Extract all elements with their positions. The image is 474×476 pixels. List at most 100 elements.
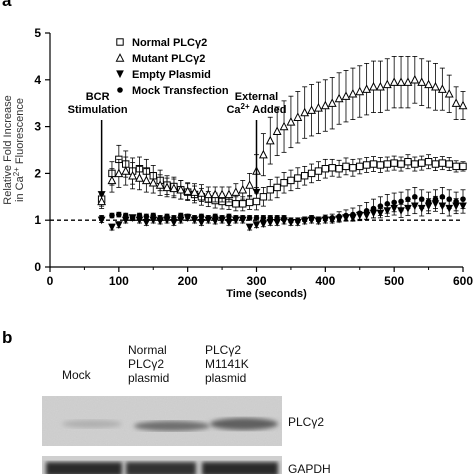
- data-point-series-1: [452, 162, 460, 171]
- lane-label-normal: Normal PLCγ2 plasmid: [128, 343, 169, 385]
- data-point-series-1: [397, 160, 405, 168]
- data-point-series-2: [141, 175, 151, 185]
- data-point-series-1: [445, 160, 453, 168]
- x-tick-label: 400: [315, 274, 335, 288]
- data-point-series-4: [460, 196, 466, 202]
- data-point-series-4: [301, 216, 308, 223]
- data-point-series-4: [150, 212, 157, 219]
- data-point-series-2: [396, 77, 406, 86]
- data-point-series-4: [98, 215, 105, 221]
- data-point-series-2: [176, 184, 186, 194]
- data-point-series-1: [349, 164, 357, 172]
- y-axis-label-sup: 2+: [12, 167, 21, 176]
- data-point-series-4: [143, 213, 150, 220]
- data-point-series-1: [356, 162, 364, 171]
- annotation-text-part: Ca: [226, 104, 241, 116]
- data-point-series-4: [391, 199, 397, 206]
- data-point-series-1: [342, 162, 350, 171]
- data-point-series-2: [437, 84, 447, 93]
- data-point-series-4: [425, 198, 432, 205]
- x-tick-label: 500: [384, 274, 404, 288]
- y-tick-label: 3: [34, 120, 41, 134]
- data-point-series-4: [418, 196, 425, 202]
- data-point-series-1: [314, 167, 323, 175]
- data-point-series-2: [348, 88, 358, 98]
- data-point-series-2: [169, 183, 179, 193]
- data-point-series-2: [314, 102, 323, 112]
- data-point-series-4: [274, 215, 280, 221]
- data-point-series-1: [321, 165, 330, 173]
- data-point-series-2: [431, 81, 440, 91]
- data-point-series-3: [225, 218, 233, 227]
- panel-a-label: a: [2, 0, 12, 10]
- data-point-series-4: [343, 212, 349, 219]
- data-point-series-4: [253, 215, 260, 221]
- data-point-series-4: [198, 213, 205, 220]
- lane-label-mutant: PLCγ2 M1141K plasmid: [205, 343, 249, 385]
- data-point-series-3: [259, 220, 268, 229]
- x-tick-label: 300: [246, 274, 266, 288]
- annotation-text: BCR: [86, 91, 110, 103]
- data-point-series-2: [355, 86, 365, 96]
- data-point-series-2: [458, 100, 468, 110]
- data-point-series-4: [336, 213, 342, 220]
- lane-label-line: M1141K: [205, 357, 249, 371]
- annotation-arrow-head: [97, 191, 106, 199]
- data-point-series-2: [155, 180, 165, 189]
- data-point-series-2: [197, 188, 206, 197]
- data-point-series-2: [238, 184, 248, 194]
- data-point-series-4: [315, 216, 322, 223]
- y-axis-label-line: Fluorescence: [14, 98, 26, 167]
- data-point-series-4: [439, 194, 446, 200]
- y-axis-label-line: in Ca: [14, 175, 26, 202]
- data-point-series-2: [245, 180, 255, 189]
- data-point-series-1: [411, 160, 419, 168]
- data-point-series-2: [135, 173, 144, 182]
- data-point-series-4: [116, 211, 122, 218]
- data-point-series-2: [231, 187, 241, 196]
- lane-label-line: Mock: [62, 368, 91, 382]
- data-point-series-4: [212, 213, 218, 220]
- annotation-text: External: [235, 91, 278, 103]
- data-point-series-2: [148, 177, 158, 187]
- annotation-arrow-head: [252, 188, 261, 196]
- annotation-text: Stimulation: [68, 104, 128, 116]
- data-point-series-3: [114, 221, 123, 229]
- legend-marker-series-1: [116, 38, 124, 46]
- data-point-series-1: [280, 179, 288, 187]
- data-point-series-3: [142, 218, 151, 227]
- lane-label-line: PLCγ2: [205, 343, 242, 357]
- band-label-plcg2: PLCγ2: [288, 415, 325, 429]
- data-point-series-4: [350, 211, 356, 218]
- data-point-series-4: [122, 212, 129, 219]
- data-point-series-1: [390, 159, 398, 167]
- data-point-series-1: [273, 183, 281, 192]
- legend-label-series-4: Mock Transfection: [132, 85, 229, 97]
- data-point-series-1: [232, 200, 240, 208]
- data-point-series-2: [128, 170, 138, 180]
- band-label-gapdh: GAPDH: [288, 462, 331, 476]
- lane-label-mock: Mock: [62, 368, 91, 382]
- gapdh-blot-strip: [42, 456, 282, 474]
- data-point-series-4: [246, 215, 253, 221]
- data-point-series-1: [300, 172, 309, 180]
- data-point-series-4: [356, 210, 363, 216]
- y-tick-label: 1: [34, 213, 41, 227]
- data-point-series-1: [307, 169, 316, 178]
- data-point-series-4: [281, 215, 287, 221]
- data-point-series-4: [295, 217, 301, 223]
- data-point-series-1: [431, 160, 440, 168]
- data-point-series-1: [259, 193, 268, 201]
- y-tick-label: 0: [34, 260, 41, 274]
- data-point-series-4: [363, 208, 370, 214]
- legend-label-series-2: Mutant PLCγ2: [132, 53, 205, 65]
- data-point-series-2: [183, 186, 193, 195]
- data-point-series-2: [417, 77, 427, 86]
- data-point-series-4: [384, 201, 391, 207]
- data-point-series-2: [424, 79, 434, 89]
- data-point-series-2: [375, 81, 385, 91]
- data-point-series-2: [114, 168, 124, 178]
- data-point-series-4: [260, 215, 267, 221]
- data-point-series-4: [171, 215, 177, 221]
- data-point-series-2: [97, 196, 107, 206]
